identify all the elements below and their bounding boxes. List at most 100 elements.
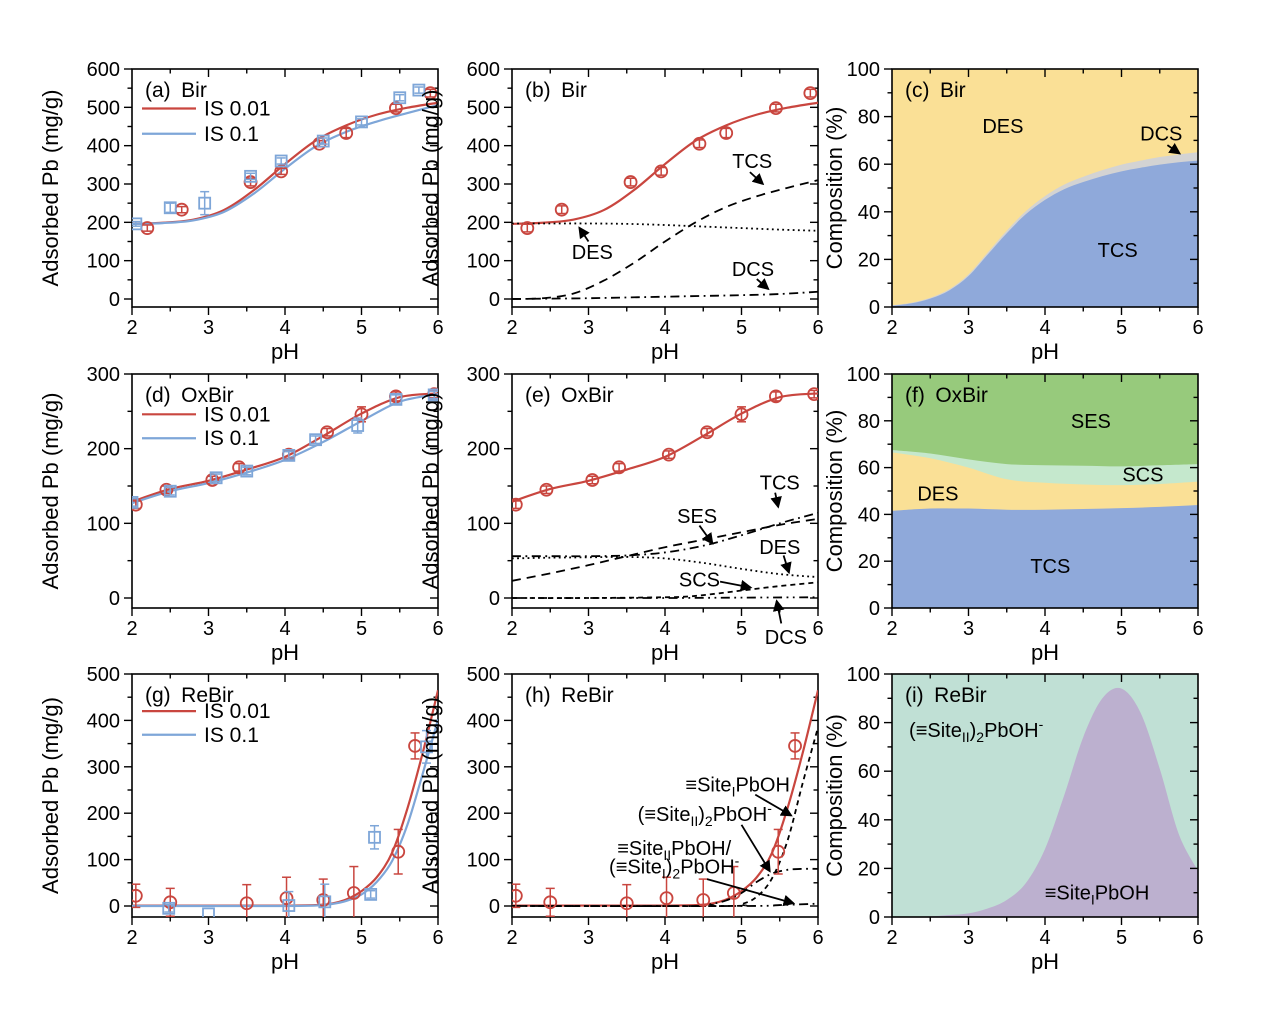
area-TCS (892, 160, 1198, 307)
x-tick-label: 5 (356, 317, 367, 339)
error-bar (622, 883, 632, 917)
error-bar (142, 224, 152, 232)
point-circle (771, 844, 786, 859)
y-tick-label: 200 (87, 439, 120, 461)
axis-ticks (884, 373, 1199, 616)
scatter-is-0.01-data (520, 86, 818, 235)
series-group (512, 387, 818, 599)
error-bar (366, 889, 376, 899)
y-tick-label: 400 (467, 136, 500, 158)
line-total-fit (512, 392, 818, 503)
x-tick-label: 4 (659, 618, 670, 640)
x-tick-label: 4 (1039, 927, 1050, 949)
error-bar (662, 876, 672, 917)
y-tick-label: 40 (858, 810, 880, 832)
x-tick-label: 3 (583, 317, 594, 339)
y-tick-label: 0 (489, 588, 500, 610)
point-circle (554, 202, 569, 217)
annotation: (≡SiteII)2PbOH- (638, 800, 772, 873)
y-tick-label: 0 (489, 896, 500, 918)
error-bar (771, 103, 781, 113)
annotation-arrow (719, 579, 753, 592)
legend-label: IS 0.01 (204, 403, 271, 426)
line-DES (512, 555, 818, 578)
panel-title: (b) Bir (525, 79, 587, 102)
legend-label: IS 0.1 (204, 724, 259, 747)
point-square (202, 907, 215, 917)
error-bar (395, 93, 405, 102)
error-bar (721, 127, 731, 139)
annotation: SCS (1122, 465, 1163, 487)
error-bar (545, 887, 555, 917)
error-bar (626, 177, 636, 187)
point-square (318, 895, 332, 909)
x-axis-label: pH (271, 339, 299, 364)
line-is-0.01-fit (132, 689, 438, 907)
annotation-label: ≡SiteIIPbOH/ (617, 838, 731, 863)
axis-ticks (504, 68, 819, 315)
annotation: TCS (1030, 556, 1070, 578)
y-axis-label: Adsorbed Pb (mg/g) (418, 393, 443, 590)
annotation: DES (917, 483, 958, 505)
error-bar (282, 876, 292, 917)
panel-b: 2 3 4 5 6 0 100 200 300 400 500 600 pH Adsorbed Pb (m… (418, 59, 824, 364)
x-tick-label: 6 (432, 618, 443, 640)
panel-title: (e) OxBir (525, 384, 614, 407)
error-bar (200, 190, 210, 216)
x-tick-label: 2 (886, 317, 897, 339)
axis-ticks (884, 673, 1199, 925)
x-tick-label: 6 (812, 927, 823, 949)
annotation: ≡SiteIIPbOH/ (617, 838, 731, 863)
y-tick-label: 500 (87, 664, 120, 686)
y-tick-label: 600 (87, 59, 120, 81)
y-axis-label: Adsorbed Pb (mg/g) (38, 697, 63, 894)
error-bar (614, 462, 624, 472)
x-axis-label: pH (651, 339, 679, 364)
panel-h: 2 3 4 5 6 0 100 200 300 400 500 pH Adsorbed Pb (mg/g… (418, 664, 824, 974)
point-square (162, 901, 176, 915)
plot-box (511, 373, 819, 609)
point-circle (346, 886, 361, 900)
y-tick-label: 200 (467, 212, 500, 234)
error-bar (165, 486, 175, 496)
point-square (209, 471, 223, 485)
area-TCS (892, 505, 1198, 608)
error-bar (664, 450, 674, 460)
line-DCS (512, 596, 818, 599)
point-square (163, 201, 177, 215)
annotation-label: (≡SiteII)2PbOH- (909, 716, 1044, 745)
point-circle (696, 893, 711, 907)
plot-box (891, 673, 1199, 918)
y-tick-label: 300 (87, 174, 120, 196)
annotation-arrow (578, 226, 590, 242)
point-square (198, 196, 212, 210)
plot-box (511, 68, 819, 308)
annotation: DCS (1140, 123, 1182, 155)
annotation-label: TCS (1030, 556, 1070, 578)
error-bar (773, 828, 783, 875)
point-circle (623, 175, 638, 189)
x-axis-label: pH (651, 949, 679, 974)
point-circle (389, 101, 403, 115)
plot-box (131, 673, 439, 918)
point-square (163, 484, 177, 498)
error-bar (694, 139, 704, 149)
x-tick-label: 6 (432, 927, 443, 949)
x-tick-label: 3 (203, 927, 214, 949)
annotation-arrow (740, 824, 771, 873)
point-square (132, 217, 143, 231)
scatter-is-0.01-data (512, 387, 818, 512)
point-circle (700, 425, 714, 440)
point-square (132, 496, 139, 509)
annotation: SES (677, 506, 717, 545)
annotation: SES (1071, 411, 1111, 433)
annotation: TCS (732, 151, 772, 186)
x-axis-label: pH (1031, 640, 1059, 665)
stacked-areas (892, 374, 1198, 608)
stacked-areas (892, 69, 1198, 307)
annotation: ≡SiteIPbOH (685, 774, 793, 817)
point-circle (661, 447, 676, 462)
annotation-label: TCS (760, 472, 800, 494)
annotation-label: TCS (1098, 240, 1138, 262)
